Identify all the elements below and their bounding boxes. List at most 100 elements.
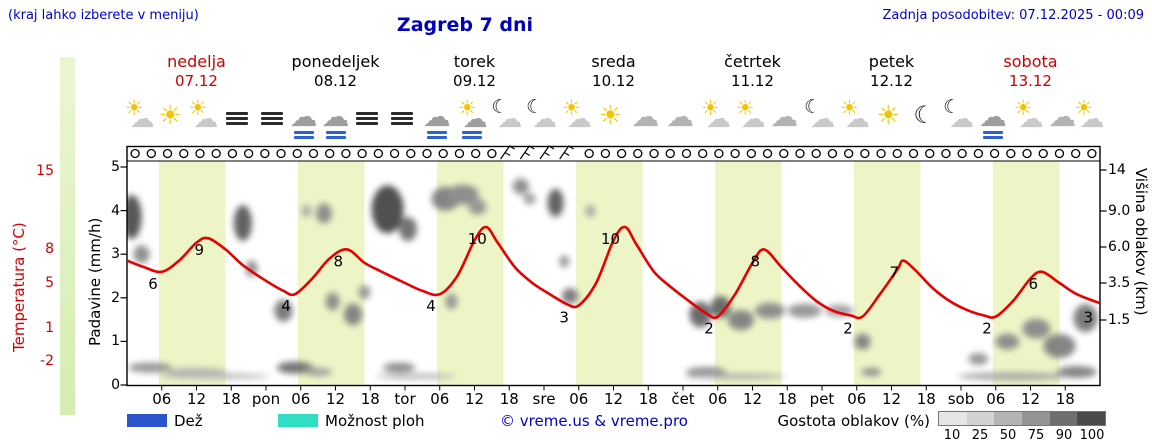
showers-legend-label: Možnost ploh: [325, 412, 425, 430]
page-title: Zagreb 7 dni: [396, 14, 534, 36]
weather-icon-cloud: ☁: [666, 100, 695, 133]
weather-icon-partly: ☀ ☁: [561, 96, 592, 133]
cloud-density-scale-segment: [1022, 412, 1050, 425]
temp-tick: 5: [45, 275, 54, 291]
svg-text:6: 6: [1029, 275, 1039, 293]
weather-icon-fog: [254, 97, 290, 143]
weather-icon-moon-cloud: ☾ ☁: [526, 96, 558, 133]
temp-tick: 8: [45, 241, 54, 258]
x-day-label: čet: [671, 390, 695, 408]
weather-icon-partly: ☀ ☁: [124, 96, 155, 133]
weather-icon-rain: ☁: [318, 97, 354, 143]
x-hour-label: 18: [777, 390, 797, 408]
day-date: 11.12: [731, 72, 774, 90]
x-hour-label: 12: [603, 390, 624, 408]
weather-icon-rain: ☁: [419, 97, 455, 143]
cloud-density-scale-segment: [1077, 412, 1106, 425]
weather-icon-sun: ☀: [876, 101, 900, 131]
day-date: 10.12: [592, 72, 635, 90]
day-name: torek: [453, 52, 496, 71]
x-hour-label: 18: [1055, 390, 1075, 408]
showers-legend-swatch: [278, 414, 318, 427]
x-hour-label: 18: [916, 390, 936, 408]
last-update: Zadnja posodobitev: 07.12.2025 - 00:09: [882, 8, 1144, 23]
svg-text:6: 6: [148, 275, 158, 293]
weather-icon-partly: ☀ ☁: [1074, 96, 1105, 133]
x-hour-label: 06: [152, 390, 172, 408]
temp-scale-strip: [60, 57, 75, 415]
weather-icon-partly: ☀ ☁: [700, 96, 731, 133]
day-name: sreda: [591, 52, 636, 71]
cloud-tick: 9.0: [1108, 203, 1131, 219]
svg-text:3: 3: [1084, 308, 1094, 326]
day-name: sobota: [1003, 52, 1058, 71]
cloud-density-scale-segment: [939, 412, 967, 425]
x-hour-label: 06: [847, 390, 867, 408]
svg-text:4: 4: [426, 297, 436, 315]
day-date: 09.12: [453, 72, 496, 90]
precip-tick: 1: [111, 333, 120, 350]
weather-icon-moon: ☾: [913, 101, 935, 129]
svg-text:9: 9: [195, 241, 205, 259]
x-hour-label: 18: [221, 390, 241, 408]
day-name: četrtek: [724, 52, 781, 71]
weather-icon-fog: [219, 97, 255, 143]
weather-icon-rain-sun: ☀ ☁: [454, 97, 490, 143]
day-name: nedelja: [167, 52, 226, 71]
precip-tick: 2: [111, 289, 120, 306]
cloud-density-scale-segment: [966, 412, 995, 425]
weather-icon-rain: ☁: [975, 97, 1011, 143]
temp-tick: 1: [45, 319, 54, 336]
rain-legend-label: Dež: [174, 412, 203, 430]
precip-tick: 5: [111, 159, 120, 175]
x-hour-label: 12: [186, 390, 207, 408]
x-hour-label: 18: [638, 390, 658, 408]
precip-tick: 3: [111, 246, 120, 263]
svg-text:8: 8: [751, 252, 761, 270]
x-day-label: sob: [947, 390, 975, 408]
svg-text:2: 2: [843, 320, 853, 338]
weather-icon-partly: ☀ ☁: [188, 96, 219, 133]
day-date: 08.12: [314, 72, 357, 90]
cloud-tick: 6.0: [1108, 239, 1131, 255]
day-name: petek: [868, 52, 915, 71]
cloud-density-scale-segment: [1049, 412, 1078, 425]
credit-link[interactable]: © vreme.us & vreme.pro: [500, 412, 688, 430]
weather-icon-moon-cloud: ☾ ☁: [491, 96, 523, 133]
weather-icon-moon-cloud: ☾ ☁: [943, 96, 975, 133]
precip-tick: 0: [111, 377, 120, 393]
svg-text:7: 7: [890, 264, 900, 282]
cloud-density-scale-value: 100: [1079, 428, 1105, 443]
cloud-density-scale-value: 75: [1027, 428, 1045, 443]
day-date: 13.12: [1009, 72, 1052, 90]
cloud-density-scale: [938, 411, 1106, 426]
cloud-density-scale-value: 25: [971, 428, 989, 443]
weather-icon-cloud: ☁: [770, 100, 799, 133]
weather-icon-sun: ☀: [598, 101, 622, 131]
weather-icon-partly: ☀ ☁: [735, 96, 766, 133]
x-hour-label: 12: [325, 390, 346, 408]
x-day-label: pon: [251, 390, 281, 408]
svg-text:2: 2: [704, 320, 714, 338]
cloud-density-label: Gostota oblakov (%): [777, 412, 930, 430]
svg-text:10: 10: [601, 230, 620, 248]
precip-tick: 4: [111, 202, 120, 219]
day-date: 12.12: [870, 72, 913, 90]
x-day-label: pet: [809, 390, 835, 408]
x-hour-label: 12: [1020, 390, 1041, 408]
x-hour-label: 06: [569, 390, 589, 408]
x-hour-label: 06: [708, 390, 728, 408]
svg-text:3: 3: [559, 308, 569, 326]
day-name: ponedeljek: [291, 52, 380, 71]
cloud-tick: 1.5: [1108, 312, 1131, 328]
x-hour-label: 06: [986, 390, 1006, 408]
weather-icon-cloud: ☁: [631, 100, 660, 133]
x-hour-label: 18: [499, 390, 519, 408]
temp-tick: -2: [40, 353, 54, 370]
weather-icon-rain: ☁: [286, 97, 322, 143]
x-hour-label: 18: [360, 390, 380, 408]
rain-legend-swatch: [127, 414, 167, 427]
cloud-density-scale-value: 90: [1055, 428, 1073, 443]
